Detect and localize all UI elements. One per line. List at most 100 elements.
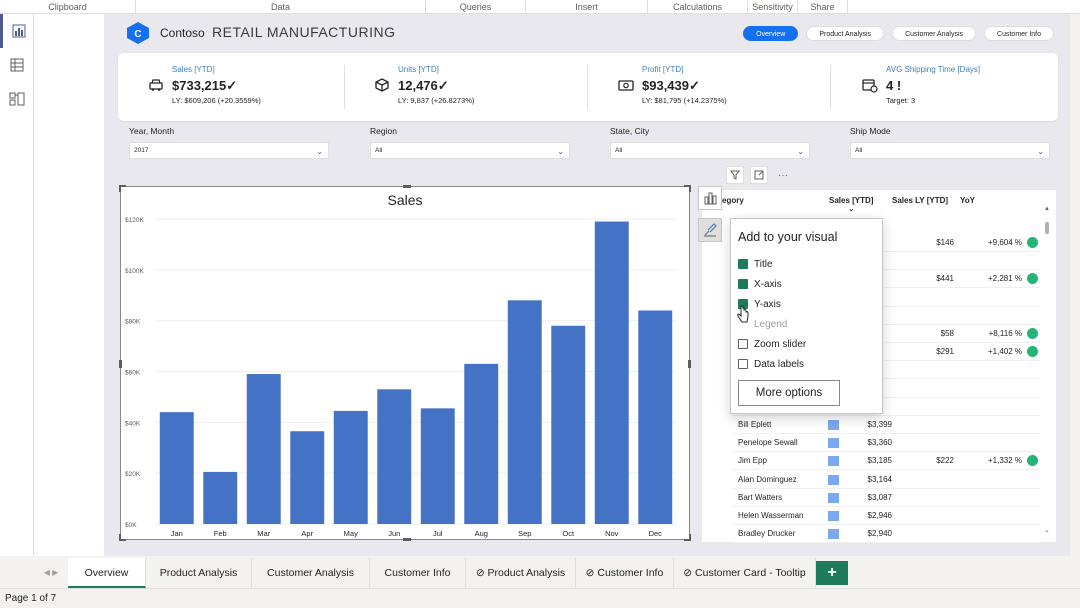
- bar-oct[interactable]: [551, 325, 586, 524]
- bar-sep[interactable]: [507, 300, 542, 524]
- add-page-button[interactable]: +: [816, 561, 848, 585]
- scroll-down-icon[interactable]: ⌄: [1044, 527, 1050, 534]
- table-row[interactable]: $291 +1,402 %: [732, 343, 1040, 362]
- column-header-sales[interactable]: Sales [YTD] ⌄: [829, 196, 874, 213]
- kpi-divider: [344, 65, 345, 109]
- bar-jul[interactable]: [420, 408, 455, 524]
- kpi-profit[interactable]: Profit [YTD] $93,439✓ LY: $81,795 (+14.2…: [618, 63, 818, 111]
- customer-name: Jim Epp: [738, 456, 767, 466]
- hidden-page-icon: ⊘: [683, 567, 696, 579]
- state-city-dropdown[interactable]: All ⌄: [610, 142, 810, 159]
- tab-customer-info-hidden[interactable]: ⊘ Customer Info: [576, 558, 674, 588]
- format-visual-button[interactable]: [698, 218, 722, 242]
- bar-aug[interactable]: [464, 363, 499, 524]
- table-view-button[interactable]: [0, 48, 34, 82]
- resize-handle[interactable]: [119, 534, 126, 541]
- option-data-labels[interactable]: Data labels: [738, 357, 804, 371]
- tab-product-analysis[interactable]: Product Analysis: [146, 558, 252, 588]
- table-row[interactable]: [732, 398, 1040, 416]
- x-tick-label: Mar: [257, 529, 270, 538]
- change-visual-button[interactable]: [698, 186, 722, 210]
- resize-handle[interactable]: [684, 534, 691, 541]
- tab-customer-analysis[interactable]: Customer Analysis: [252, 558, 370, 588]
- sales-chart-visual[interactable]: Sales $0K $20K $40K $60K $80K $100K $120K Jan Fe…: [119, 185, 691, 541]
- bar-jun[interactable]: [377, 389, 412, 524]
- kpi-subtext: LY: $609,206 (+20.3559%): [172, 96, 261, 105]
- kpi-sales[interactable]: Sales [YTD] $733,215✓ LY: $609,206 (+20.…: [148, 63, 348, 111]
- resize-handle[interactable]: [119, 185, 126, 192]
- checkbox[interactable]: [738, 259, 748, 269]
- resize-handle[interactable]: [403, 185, 411, 188]
- table-row[interactable]: $441 +2,281 %: [732, 270, 1040, 289]
- option-x-axis[interactable]: X-axis: [738, 277, 782, 291]
- option-title[interactable]: Title: [738, 257, 773, 271]
- column-header-yoy[interactable]: YoY: [960, 196, 975, 205]
- customer-name: Penelope Sewall: [738, 438, 798, 448]
- table-row[interactable]: Bart Watters $3,087: [732, 489, 1040, 507]
- report-view-button[interactable]: [0, 14, 34, 48]
- kpi-card: Sales [YTD] $733,215✓ LY: $609,206 (+20.…: [118, 53, 1058, 121]
- resize-handle[interactable]: [119, 360, 122, 368]
- kpi-shipping[interactable]: AVG Shipping Time [Days] 4 ! Target: 3: [862, 63, 1052, 111]
- checkbox[interactable]: [738, 359, 748, 369]
- box-icon: [375, 78, 389, 92]
- bar-feb[interactable]: [203, 471, 238, 524]
- resize-handle[interactable]: [403, 538, 411, 541]
- bar-dec[interactable]: [638, 310, 673, 525]
- tab-customer-card-tooltip[interactable]: ⊘ Customer Card - Tooltip: [674, 558, 816, 588]
- column-header-sales-ly[interactable]: Sales LY [YTD]: [892, 196, 949, 205]
- tab-customer-info[interactable]: Customer Info: [370, 558, 466, 588]
- more-options-icon[interactable]: ···: [778, 169, 788, 181]
- filter-visual-button[interactable]: [726, 166, 744, 184]
- region-dropdown[interactable]: All ⌄: [370, 142, 570, 159]
- bar-nov[interactable]: [594, 221, 629, 524]
- table-row[interactable]: [732, 252, 1040, 271]
- table-row[interactable]: [732, 289, 1040, 307]
- table-row[interactable]: [732, 380, 1040, 398]
- tab-scroll-arrows[interactable]: ◀ ▶: [43, 568, 59, 577]
- bar-may[interactable]: [333, 410, 368, 524]
- bar-apr[interactable]: [290, 431, 325, 524]
- nav-product-analysis-button[interactable]: Product Analysis: [806, 26, 885, 41]
- more-options-button[interactable]: More options: [738, 380, 840, 406]
- checkbox[interactable]: [738, 279, 748, 289]
- ship-mode-dropdown[interactable]: All ⌄: [850, 142, 1050, 159]
- table-scrollbar[interactable]: ▲ ⌄: [1044, 206, 1050, 534]
- table-row[interactable]: Bill Eplett $3,399: [732, 416, 1040, 434]
- resize-handle[interactable]: [684, 185, 691, 192]
- table-row[interactable]: Bradley Drucker $2,940: [732, 525, 1040, 544]
- table-row[interactable]: Helen Wasserman $2,946: [732, 507, 1040, 525]
- kpi-units[interactable]: Units [YTD] 12,476✓ LY: 9,837 (+26.8273%…: [374, 63, 574, 111]
- table-row[interactable]: $146 +9,604 %: [732, 234, 1040, 252]
- yoy-value: +1,332 %: [987, 456, 1022, 466]
- nav-overview-button[interactable]: Overview: [743, 26, 799, 41]
- resize-handle[interactable]: [688, 360, 691, 368]
- table-row[interactable]: $58 +8,116 %: [732, 325, 1040, 343]
- bar-jan[interactable]: [159, 412, 194, 524]
- x-tick-label: Nov: [605, 529, 619, 538]
- svg-text:C: C: [134, 29, 141, 40]
- yoy-value: +1,402 %: [987, 347, 1022, 357]
- bar-mar[interactable]: [246, 374, 281, 524]
- sales-ly-value: $222: [936, 456, 954, 466]
- year-month-dropdown[interactable]: 2017 ⌄: [129, 142, 329, 159]
- model-view-button[interactable]: [0, 82, 34, 116]
- nav-customer-analysis-button[interactable]: Customer Analysis: [892, 26, 977, 41]
- scroll-up-icon[interactable]: ▲: [1044, 206, 1050, 212]
- scroll-thumb[interactable]: [1045, 222, 1049, 234]
- focus-mode-button[interactable]: [750, 166, 768, 184]
- tab-overview[interactable]: Overview: [68, 558, 146, 588]
- y-tick-label: $60K: [125, 370, 141, 377]
- option-zoom-slider[interactable]: Zoom slider: [738, 337, 806, 351]
- column-header-category[interactable]: egory: [722, 196, 744, 205]
- table-view-icon: [10, 58, 24, 72]
- tab-product-analysis-hidden[interactable]: ⊘ Product Analysis: [466, 558, 576, 588]
- table-row[interactable]: [732, 361, 1040, 380]
- table-row[interactable]: Penelope Sewall $3,360: [732, 434, 1040, 453]
- customer-name: Bill Eplett: [738, 420, 772, 429]
- table-row[interactable]: Alan Dominguez $3,164: [732, 471, 1040, 489]
- table-row[interactable]: [732, 307, 1040, 325]
- nav-customer-info-button[interactable]: Customer Info: [984, 26, 1054, 41]
- checkbox[interactable]: [738, 339, 748, 349]
- table-row[interactable]: Jim Epp $3,185 $222 +1,332 %: [732, 452, 1040, 471]
